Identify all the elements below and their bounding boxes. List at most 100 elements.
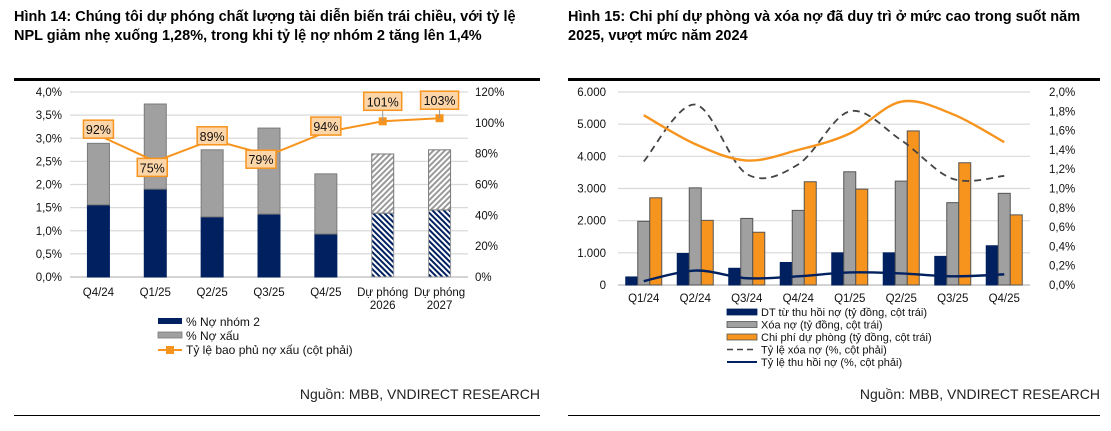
left-axis-tick: 5.000 [577,119,606,131]
right-axis-tick: 60% [475,180,498,192]
right-axis-tick: 1,2% [1049,164,1075,176]
x-axis-tick: Q1/24 [628,293,660,305]
x-axis-tick: Q4/25 [989,293,1020,305]
left-axis-tick: 0,5% [36,249,62,261]
x-axis-tick: Q1/25 [834,293,865,305]
x-axis-tick: Q2/25 [196,287,227,299]
bar-write-off [740,217,754,286]
bar-debt-recovery [831,252,845,286]
legend-label: Chi phí dự phòng (tỷ đồng, cột trái) [761,332,932,344]
right-axis-tick: 0% [475,272,492,284]
bar-no-xau [371,153,395,214]
legend-label: % Nợ xấu [186,329,239,343]
legend-label: Tỷ lệ bao phủ nợ xấu (cột phải) [186,343,353,357]
right-axis-tick: 0,4% [1049,241,1075,253]
right-axis-tick: 120% [475,87,504,99]
bar-debt-recovery [676,252,690,286]
left-axis-tick: 3.000 [577,184,606,196]
left-axis-tick: 0 [600,280,606,292]
bar-write-off [997,192,1011,286]
data-label-box [82,119,115,139]
bar-provision [855,188,869,286]
legend-swatch [726,321,758,328]
bar-provision [803,181,817,286]
x-axis-tick: Q2/24 [680,293,712,305]
data-label: 92% [86,123,111,137]
data-label-box [245,149,277,169]
right-axis-tick: 1,8% [1049,106,1075,118]
credit-cost-line [643,99,1005,162]
legend-swatch [726,308,758,316]
right-axis-tick: 0,0% [1049,280,1075,292]
right-axis-tick: 40% [475,210,498,222]
bar-debt-recovery [882,252,896,286]
left-axis-tick: 6.000 [577,87,606,99]
npl-chart: 0,0% 0,5% 1,0% 1,5% 2,0% 2,5% 3,0% 3,5% 4,0% 0% 20… [36,87,505,357]
x-axis-tick: Q4/24 [783,293,815,305]
legend-label: DT từ thu hồi nợ (tỷ đồng, cột trái) [761,307,927,319]
x-axis-tick: 2026 [370,300,396,312]
legend-marker-coverage [166,346,174,354]
bar-write-off [946,202,960,286]
left-axis-tick: 1,0% [36,226,62,238]
data-label-box [310,116,342,136]
x-axis-tick: Q3/25 [937,293,968,305]
left-axis-tick: 3,0% [36,133,62,145]
bar-provision [958,162,972,286]
right-axis-tick: 1,0% [1049,184,1075,196]
bar-provision [649,197,663,286]
figure-15-title: Hình 15: Chi phí dự phòng và xóa nợ đã d… [568,9,1081,44]
x-axis-tick: Q2/25 [886,293,917,305]
bar-provision [906,130,920,286]
left-axis-tick: 2,5% [36,156,62,168]
bar-write-off [637,220,651,286]
legend-swatch-no-nhom-2 [158,318,182,324]
bottom-divider [14,415,540,416]
bar-write-off [843,171,857,286]
left-axis-tick: 4,0% [36,87,62,99]
right-axis-tick: 1,6% [1049,126,1075,138]
legend-label: Xóa nợ (tỷ đồng, cột trái) [761,320,883,332]
right-axis-tick: 1,4% [1049,145,1075,157]
data-label: 79% [248,153,273,167]
title-divider [14,78,540,81]
left-axis-tick: 1,5% [36,203,62,215]
data-label: 94% [313,120,338,134]
data-label-box [196,126,228,146]
right-axis-tick: 2,0% [1049,87,1075,99]
right-axis-tick: 80% [475,149,498,161]
left-axis-tick: 2,0% [36,180,62,192]
data-label: 103% [424,94,456,108]
bottom-divider [568,415,1100,416]
provision-chart: 0 1.000 2.000 3.000 4.000 5.000 6.000 0,0% 0,2% 0… [577,87,1075,369]
bar-no-xau [314,173,338,235]
figure-14-panel: Hình 14: Chúng tôi dự phóng chất lượng t… [14,0,540,416]
x-axis-tick: Q3/24 [731,293,763,305]
bar-debt-recovery [985,245,999,286]
x-axis-tick: Q3/25 [253,287,284,299]
bar-provision [1009,214,1023,286]
write-off-ratio-line [643,103,1005,182]
bar-debt-recovery [779,261,793,286]
x-axis-tick: Q4/25 [310,287,341,299]
data-label: 89% [200,130,225,144]
left-axis-tick: 3,5% [36,110,62,122]
legend-swatch-no-xau [157,331,183,339]
data-label-box [419,90,460,110]
legend-label: Tỷ lệ thu hồi nợ (%, cột phải) [761,357,902,369]
recovery-ratio-line [643,269,1005,283]
legend-label: % Nợ nhóm 2 [186,315,260,329]
figure-15-panel: Hình 15: Chi phí dự phòng và xóa nợ đã d… [568,0,1100,416]
left-axis-tick: 4.000 [577,151,606,163]
bar-no-xau [200,149,224,218]
legend-label: Tỷ lệ xóa nợ (%, cột phải) [761,345,887,357]
figure-14-source: Nguồn: MBB, VNDIRECT RESEARCH [299,386,540,402]
right-axis-tick: 0,2% [1049,261,1075,273]
data-label-box [136,157,169,178]
x-axis-tick: Q1/25 [140,287,171,299]
data-label: 75% [140,161,165,175]
figure-15-source: Nguồn: MBB, VNDIRECT RESEARCH [859,386,1100,402]
figure-14-title: Hình 14: Chúng tôi dự phóng chất lượng t… [14,9,516,44]
right-axis-tick: 20% [475,241,498,253]
x-axis-tick: Dự phóng [414,287,465,299]
